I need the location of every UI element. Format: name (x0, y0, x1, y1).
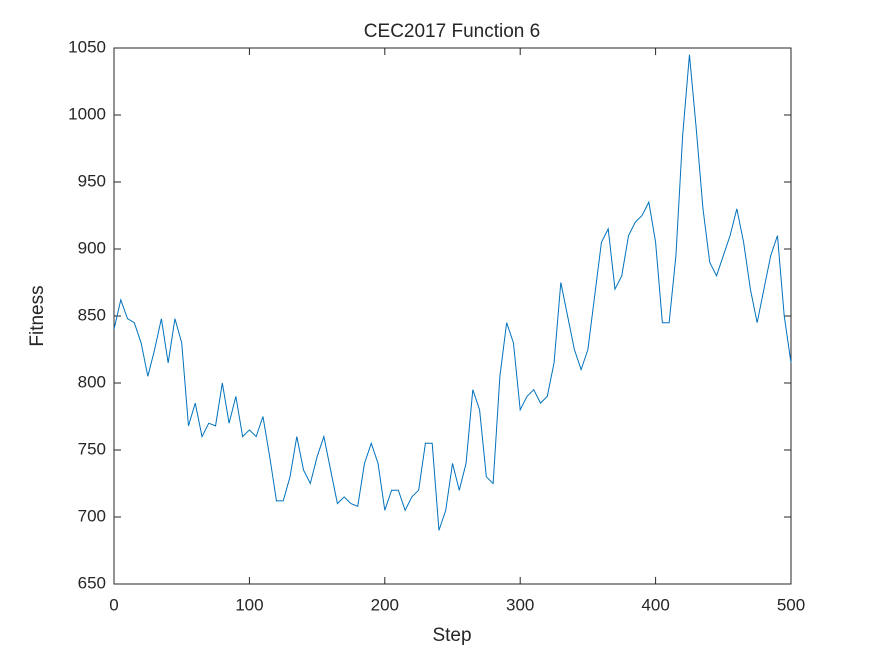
y-tick-label: 950 (78, 171, 106, 190)
y-tick-label: 650 (78, 573, 106, 592)
x-tick-label: 400 (641, 595, 669, 614)
y-tick-label: 750 (78, 439, 106, 458)
y-tick-label: 900 (78, 238, 106, 257)
data-line (113, 54, 792, 531)
x-tick-label: 200 (371, 595, 399, 614)
y-axis-label: Fitness (27, 285, 48, 346)
x-tick-label: 500 (777, 595, 805, 614)
x-tick-label: 100 (235, 595, 263, 614)
y-tick-label: 850 (78, 305, 106, 324)
x-tick-label: 300 (506, 595, 534, 614)
y-tick-label: 700 (78, 506, 106, 525)
x-axis-label: Step (432, 625, 471, 646)
y-tick-label: 800 (78, 372, 106, 391)
chart-title: CEC2017 Function 6 (364, 21, 540, 42)
plot-area (113, 47, 792, 585)
x-tick-label: 0 (109, 595, 118, 614)
y-tick-label: 1050 (68, 37, 106, 56)
y-tick-label: 1000 (68, 104, 106, 123)
